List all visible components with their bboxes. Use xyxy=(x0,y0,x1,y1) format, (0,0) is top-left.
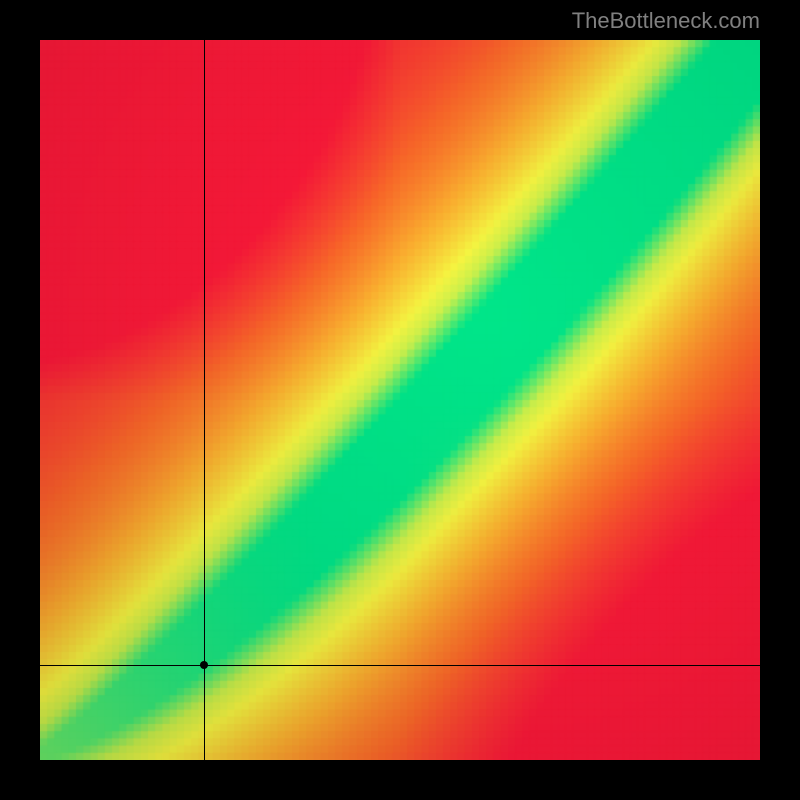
heatmap-plot xyxy=(40,40,760,760)
crosshair-vertical xyxy=(204,40,205,760)
heatmap-canvas xyxy=(40,40,760,760)
marker-dot xyxy=(200,661,208,669)
crosshair-horizontal xyxy=(40,665,760,666)
watermark-text: TheBottleneck.com xyxy=(572,8,760,34)
